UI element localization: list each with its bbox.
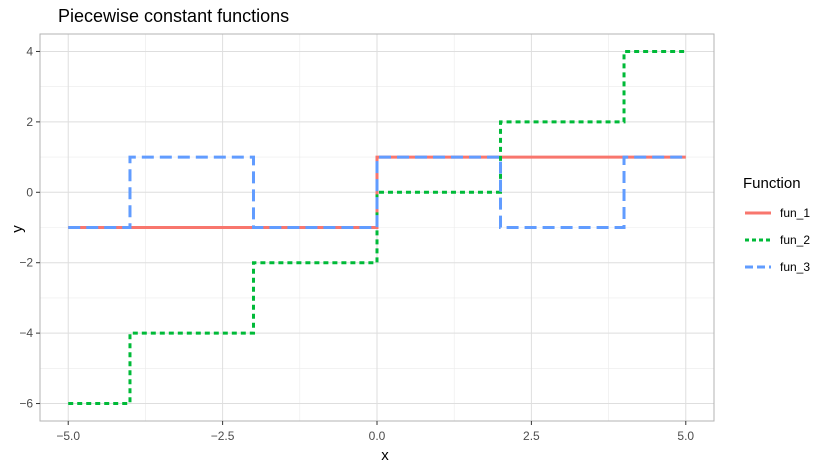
legend-title: Function	[743, 175, 801, 192]
y-tick-label: 0	[26, 185, 33, 199]
chart-title: Piecewise constant functions	[58, 6, 289, 26]
x-tick-label: 5.0	[677, 429, 694, 443]
y-tick-label: 4	[26, 44, 33, 58]
x-axis-title: x	[381, 447, 389, 464]
legend-label-fun-2: fun_2	[780, 233, 810, 247]
axis-layer: −5.0 −2.5 0.0 2.5 5.0 −6 −4 −2 0 2 4	[19, 44, 694, 443]
y-tick-label: 2	[26, 115, 33, 129]
legend-items: fun_1 fun_2 fun_3	[745, 206, 810, 274]
legend-label-fun-1: fun_1	[780, 206, 810, 220]
legend: Function fun_1 fun_2 fun_3	[743, 175, 810, 274]
x-tick-label: −2.5	[211, 429, 235, 443]
x-tick-label: −5.0	[56, 429, 80, 443]
y-axis-title: y	[9, 225, 26, 233]
y-tick-label: −6	[19, 397, 33, 411]
x-tick-label: 2.5	[523, 429, 540, 443]
legend-label-fun-3: fun_3	[780, 260, 810, 274]
series-line-fun-2	[68, 49, 686, 406]
y-tick-label: −2	[19, 256, 33, 270]
x-tick-label: 0.0	[369, 429, 386, 443]
y-tick-label: −4	[19, 326, 33, 340]
series-line-fun-1	[68, 155, 686, 229]
series-layer	[68, 49, 686, 406]
series-line-fun-3	[68, 155, 686, 229]
